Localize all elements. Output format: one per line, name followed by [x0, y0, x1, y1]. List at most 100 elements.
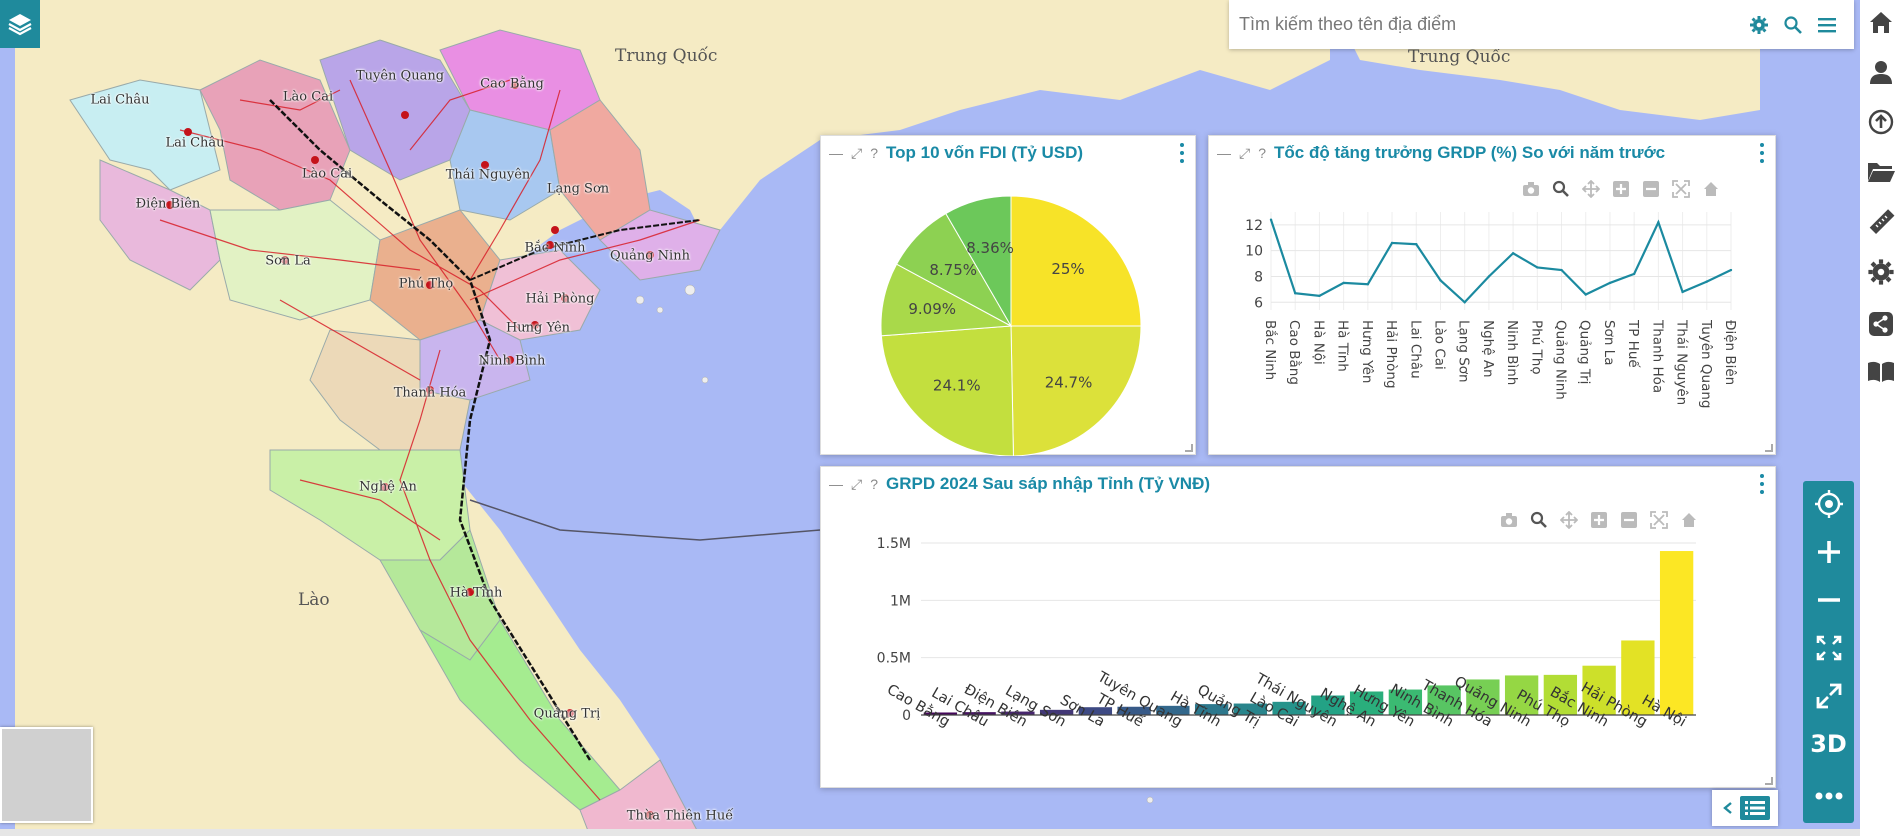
autoscale-icon[interactable]: [1669, 178, 1693, 200]
locate-button[interactable]: [1803, 481, 1854, 527]
more-button[interactable]: [1803, 773, 1854, 819]
expand-icon[interactable]: ⤢: [1239, 144, 1251, 161]
zoom-in-button[interactable]: [1803, 529, 1854, 575]
search-button[interactable]: [1776, 8, 1810, 42]
minimize-icon[interactable]: —: [829, 145, 843, 161]
resize-handle[interactable]: [1765, 777, 1773, 785]
chart-modebar: [1497, 509, 1701, 531]
pie-chart: 25% 24.7% 24.1% 9.09% 8.75% 8.36%: [880, 195, 1142, 456]
x-tick-label: Lạng Sơn: [1456, 320, 1472, 383]
autoscale-icon[interactable]: [1647, 509, 1671, 531]
search-menu-button[interactable]: [1810, 8, 1844, 42]
x-tick-label: TP Huế: [1625, 319, 1642, 368]
panel-header: — ⤢ ? Top 10 vốn FDI (Tỷ USD): [821, 136, 1195, 170]
user-button[interactable]: [1860, 54, 1902, 90]
pie-slice-label: 24.1%: [933, 377, 981, 395]
bar: [1349, 691, 1384, 715]
line-point: [1463, 301, 1466, 304]
upload-button[interactable]: [1860, 104, 1902, 140]
x-tick-label: Hưng Yên: [1359, 320, 1375, 383]
bar: [923, 712, 958, 715]
share-button[interactable]: [1860, 306, 1902, 342]
zoom-icon[interactable]: [1549, 178, 1573, 200]
pie-slice: [1010, 195, 1142, 327]
line-point: [1318, 294, 1321, 298]
line-point: [1729, 268, 1733, 272]
pan-icon[interactable]: [1579, 178, 1603, 200]
map-controls: 3D: [1803, 481, 1854, 823]
search-input[interactable]: [1239, 14, 1742, 35]
expand-icon[interactable]: ⤢: [851, 144, 863, 161]
country-label: Trung Quốc: [1408, 47, 1511, 67]
line-point: [1390, 241, 1394, 245]
line-point: [1632, 272, 1636, 276]
reset-axes-icon[interactable]: [1699, 178, 1723, 200]
help-icon[interactable]: ?: [1258, 145, 1266, 161]
resize-handle[interactable]: [1765, 444, 1773, 452]
minimize-icon[interactable]: —: [829, 476, 843, 492]
full-extent-button[interactable]: [1803, 625, 1854, 671]
list-icon: [1739, 796, 1770, 820]
line-point: [1294, 292, 1297, 295]
chart-modebar: [1519, 178, 1723, 200]
line-point: [1608, 281, 1612, 285]
place-label: Lạng Sơn: [546, 181, 610, 197]
panel-header: — ⤢ ? Tốc độ tăng trưởng GRDP (%) So với…: [1209, 136, 1775, 170]
camera-icon[interactable]: [1497, 509, 1521, 531]
y-tick-label: 6: [1254, 295, 1263, 311]
pie-slice-label: 8.75%: [929, 261, 977, 279]
panel-menu-icon[interactable]: [1179, 143, 1185, 163]
bar: [1388, 689, 1423, 715]
place-label: Nghệ An: [359, 479, 417, 495]
overview-map[interactable]: [0, 727, 93, 823]
book-icon: [1868, 361, 1894, 382]
bar: [1078, 707, 1113, 715]
layers-button[interactable]: [0, 0, 40, 48]
country-label: Lào: [298, 590, 330, 610]
x-tick-label: Quảng Ninh: [1553, 320, 1569, 400]
pan-icon[interactable]: [1557, 509, 1581, 531]
settings-button[interactable]: [1860, 254, 1902, 290]
status-strip: [0, 829, 1860, 836]
help-icon[interactable]: ?: [870, 476, 878, 492]
place-label: Thanh Hóa: [393, 385, 467, 401]
panel-menu-icon[interactable]: [1759, 143, 1765, 163]
zoom-in-icon[interactable]: [1609, 178, 1633, 200]
zoom-out-icon[interactable]: [1639, 178, 1663, 200]
home-button[interactable]: [1860, 4, 1902, 40]
help-icon[interactable]: ?: [870, 145, 878, 161]
measure-button[interactable]: [1860, 204, 1902, 240]
pie-chart-panel: — ⤢ ? Top 10 vốn FDI (Tỷ USD) 25% 24.7% 24…: [820, 135, 1196, 456]
camera-icon[interactable]: [1519, 178, 1543, 200]
expand-icon[interactable]: ⤢: [851, 475, 863, 492]
zoom-in-icon[interactable]: [1587, 509, 1611, 531]
locate-icon: [1814, 490, 1843, 518]
place-label: Lào Cai: [301, 166, 353, 182]
zoom-icon[interactable]: [1527, 509, 1551, 531]
pie-slice-label: 25%: [1051, 260, 1084, 278]
line-point: [1439, 279, 1442, 282]
zoom-out-button[interactable]: [1803, 577, 1854, 623]
panel-menu-icon[interactable]: [1759, 474, 1765, 494]
reset-axes-icon[interactable]: [1677, 509, 1701, 531]
legend-toggle-button[interactable]: [1712, 790, 1778, 826]
search-settings-button[interactable]: [1742, 8, 1776, 42]
y-tick-label: 12: [1245, 218, 1263, 234]
user-icon: [1870, 61, 1892, 84]
folder-button[interactable]: [1860, 154, 1902, 190]
place-label: Bắc Ninh: [524, 240, 586, 256]
zoom-out-icon: [1817, 598, 1840, 602]
fullscreen-button[interactable]: [1803, 673, 1854, 719]
minimize-icon[interactable]: —: [1217, 145, 1231, 161]
x-tick-label: Thái Nguyên: [1674, 319, 1690, 405]
pie-slice: [945, 195, 1012, 328]
line-point: [1487, 275, 1491, 278]
y-tick-label: 0.5M: [877, 651, 911, 667]
zoom-out-icon[interactable]: [1617, 509, 1641, 531]
x-tick-label: Lai Châu: [1407, 320, 1423, 379]
gear-icon: [1750, 15, 1768, 34]
resize-handle[interactable]: [1185, 444, 1193, 452]
upload-icon: [1868, 109, 1894, 135]
guide-button[interactable]: [1860, 354, 1902, 390]
3d-button[interactable]: 3D: [1810, 730, 1847, 758]
